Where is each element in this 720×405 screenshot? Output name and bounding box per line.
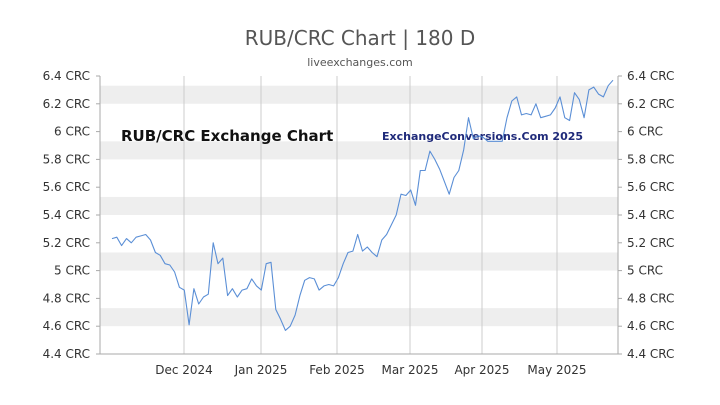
y-tick-label-right: 5.8 CRC (627, 152, 674, 166)
y-tick-label-right: 5 CRC (627, 264, 663, 278)
grid-band (100, 252, 618, 271)
chart-watermark-text: ExchangeConversions.Com 2025 (382, 130, 583, 143)
x-tick-label: Feb 2025 (309, 363, 365, 377)
grid-band (100, 141, 618, 160)
y-tick-label-right: 4.8 CRC (627, 291, 674, 305)
x-tick-label: May 2025 (527, 363, 586, 377)
chart-subtitle: liveexchanges.com (307, 56, 413, 69)
y-tick-label-left: 6.2 CRC (43, 97, 90, 111)
grid-band (100, 308, 618, 327)
y-tick-label-right: 5.4 CRC (627, 208, 674, 222)
grid-band (100, 196, 618, 215)
y-tick-label-left: 4.8 CRC (43, 291, 90, 305)
x-tick-label: Mar 2025 (382, 363, 439, 377)
y-tick-label-right: 5.6 CRC (627, 180, 674, 194)
y-tick-label-right: 4.4 CRC (627, 347, 674, 361)
y-tick-label-left: 5.8 CRC (43, 152, 90, 166)
y-tick-label-left: 4.4 CRC (43, 347, 90, 361)
x-tick-label: Apr 2025 (454, 363, 509, 377)
grid-band (100, 85, 618, 104)
x-tick-label: Dec 2024 (155, 363, 213, 377)
y-tick-label-right: 6.2 CRC (627, 97, 674, 111)
y-tick-label-right: 6 CRC (627, 125, 663, 139)
y-tick-label-left: 5 CRC (54, 264, 90, 278)
y-tick-label-left: 5.2 CRC (43, 236, 90, 250)
y-tick-label-left: 6 CRC (54, 125, 90, 139)
rate-series-line (111, 79, 614, 331)
chart-annotation-title: RUB/CRC Exchange Chart (121, 127, 333, 145)
x-tick-label: Jan 2025 (234, 363, 288, 377)
y-tick-label-right: 5.2 CRC (627, 236, 674, 250)
y-tick-label-left: 4.6 CRC (43, 319, 90, 333)
y-tick-label-left: 6.4 CRC (43, 69, 90, 83)
y-tick-label-right: 4.6 CRC (627, 319, 674, 333)
y-tick-label-right: 6.4 CRC (627, 69, 674, 83)
chart-title: RUB/CRC Chart | 180 D (244, 26, 476, 50)
y-tick-label-left: 5.6 CRC (43, 180, 90, 194)
y-tick-label-left: 5.4 CRC (43, 208, 90, 222)
